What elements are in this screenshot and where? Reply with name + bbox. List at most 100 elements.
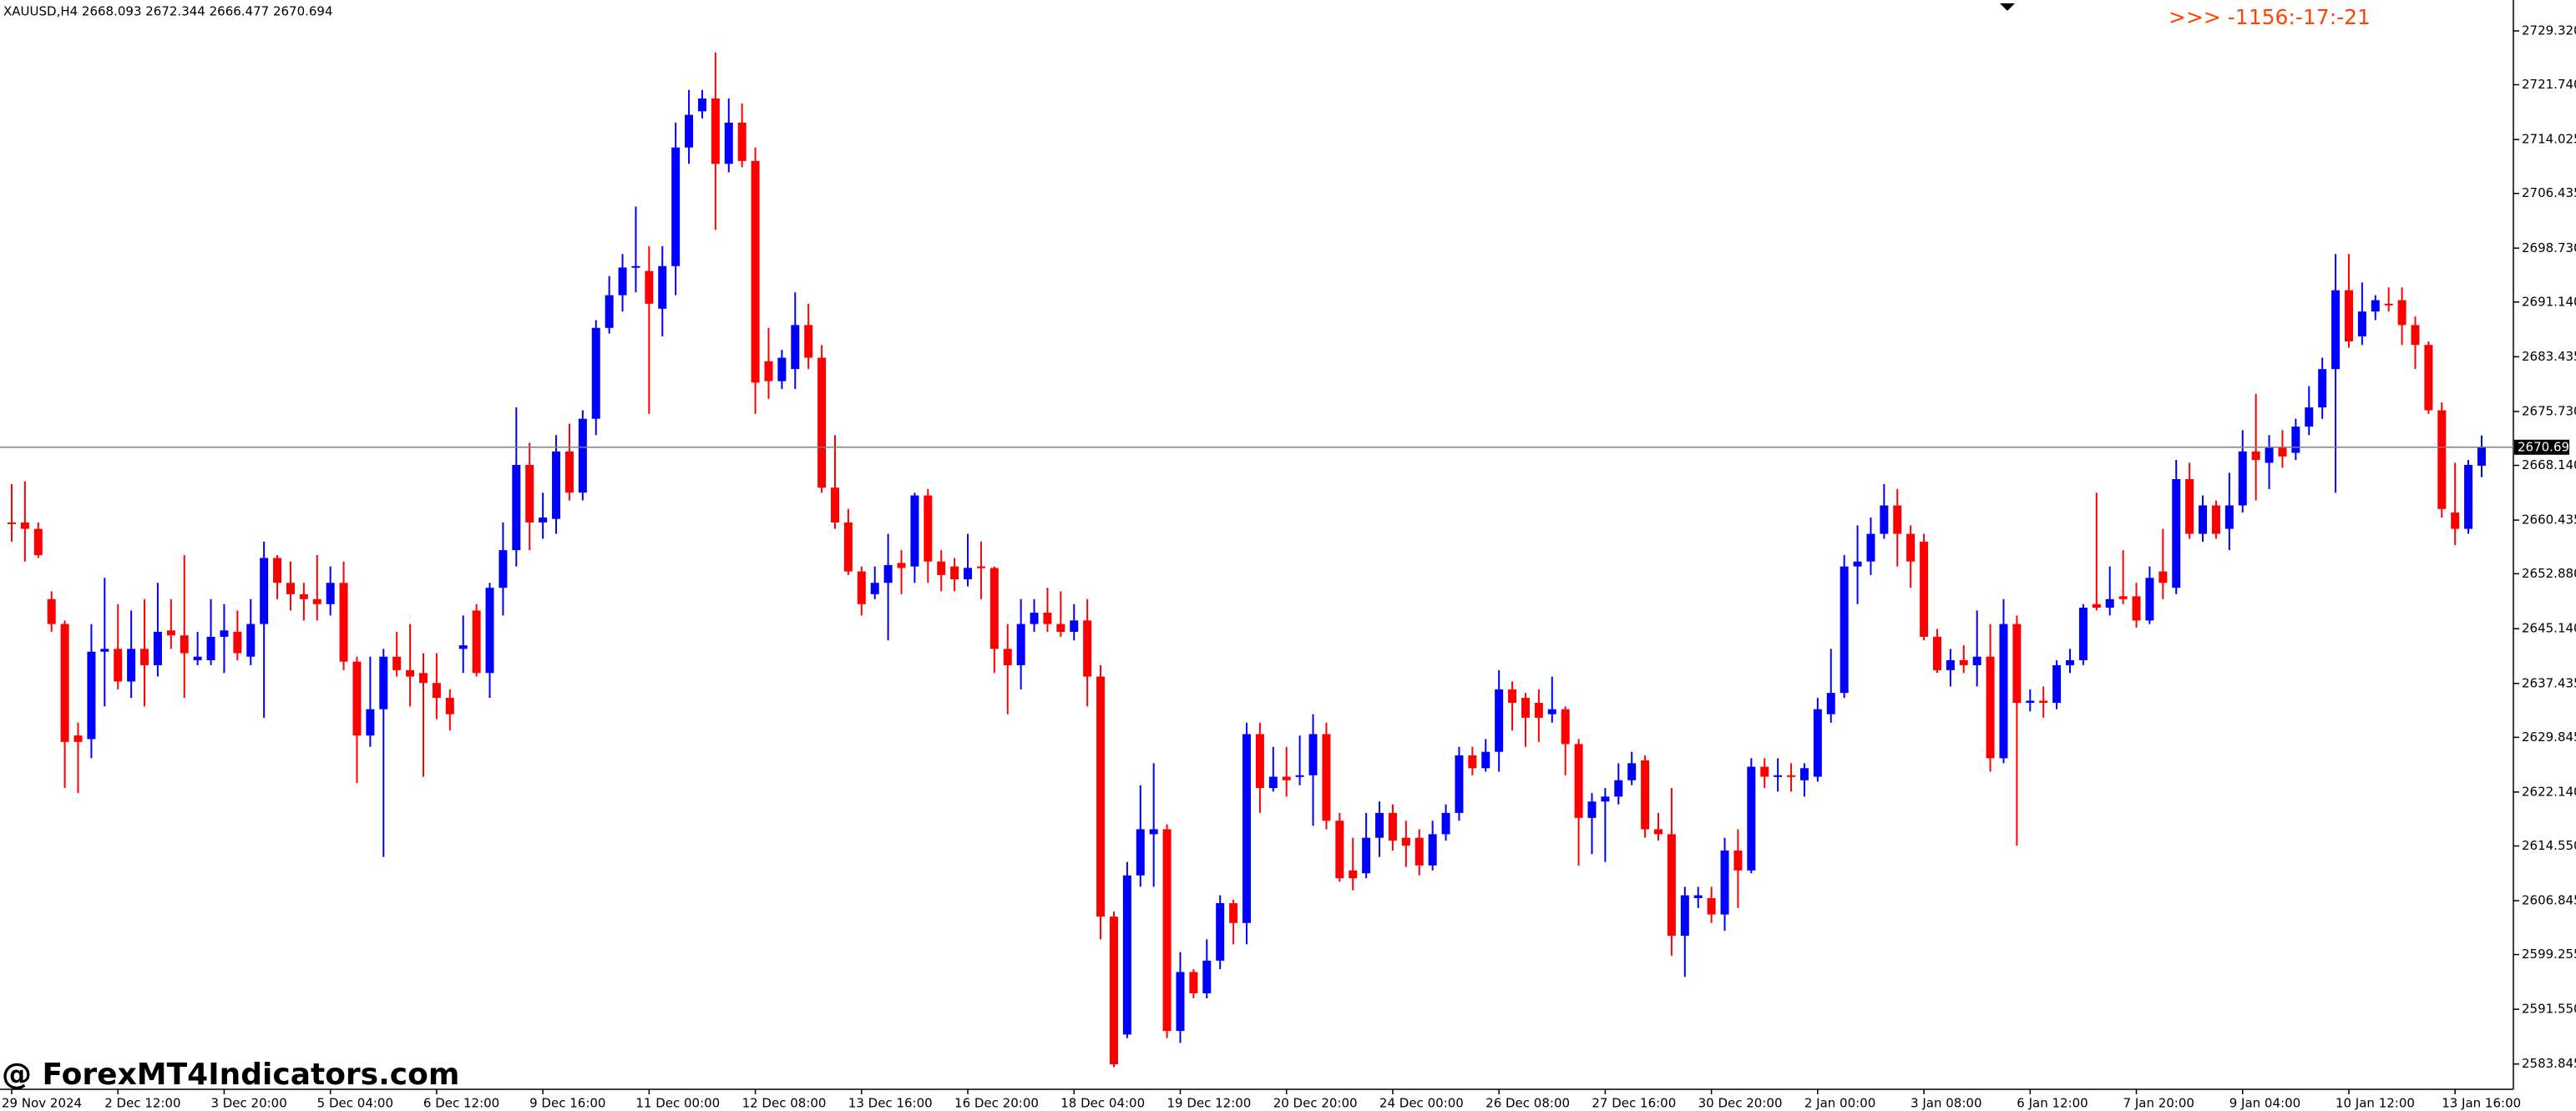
candle-body	[937, 561, 946, 575]
candle-body	[246, 624, 256, 657]
candle-body	[1534, 703, 1543, 718]
candle-body	[1920, 541, 1929, 637]
candle-body	[193, 656, 202, 660]
y-tick-label: 2622.140	[2522, 784, 2576, 799]
candle-body	[1096, 676, 1106, 917]
x-tick-label: 9 Dec 16:00	[529, 1096, 605, 1111]
y-tick-label: 2583.845	[2522, 1056, 2576, 1071]
candle-body	[1255, 734, 1264, 789]
candle-body	[432, 683, 441, 699]
x-tick-label: 20 Dec 20:00	[1273, 1096, 1358, 1111]
candle-body	[2238, 451, 2247, 506]
chart-shift-marker	[2000, 3, 2015, 11]
candle-body	[883, 564, 893, 583]
x-tick-label: 13 Dec 16:00	[848, 1096, 933, 1111]
candle-body	[472, 610, 481, 674]
candle-body	[1693, 895, 1703, 898]
candle-body	[1335, 821, 1344, 879]
candle-body	[1441, 812, 1450, 835]
candle-body	[366, 709, 375, 736]
candle-body	[352, 661, 362, 736]
candle-body	[2424, 345, 2433, 411]
candle-body	[1070, 620, 1079, 632]
candle-body	[2092, 603, 2101, 609]
candle-body	[631, 265, 640, 268]
candle-body	[1162, 829, 1172, 1032]
candle-body	[1946, 659, 1955, 670]
candle-body	[697, 98, 706, 112]
candle-body	[220, 630, 229, 637]
x-tick-label: 29 Nov 2024	[2, 1096, 82, 1111]
candle-body	[605, 295, 614, 328]
candle-body	[2026, 700, 2035, 704]
candle-body	[1720, 850, 1729, 915]
candle-body	[1601, 796, 1610, 802]
candle-body	[578, 418, 587, 493]
candle-body	[791, 325, 800, 370]
y-tick-label: 2606.845	[2522, 893, 2576, 908]
candle-body	[1508, 689, 1517, 704]
x-tick-label: 3 Dec 20:00	[210, 1096, 286, 1111]
candle-body	[485, 588, 494, 674]
x-tick-label: 7 Jan 20:00	[2123, 1096, 2194, 1111]
candle-body	[1362, 837, 1371, 874]
y-tick-label: 2614.550	[2522, 838, 2576, 853]
candle-body	[419, 673, 428, 684]
candle-body	[1375, 812, 1384, 838]
candle-body	[1043, 612, 1052, 624]
candle-body	[1521, 698, 1530, 718]
candle-body	[1388, 812, 1397, 841]
candle-body	[804, 325, 813, 358]
candle-body	[1999, 624, 2008, 759]
candle-body	[1627, 763, 1637, 780]
candle-body	[1189, 972, 1198, 993]
candle-body	[233, 631, 242, 654]
candle-body	[299, 593, 308, 599]
candle-body	[33, 528, 43, 556]
candle-body	[2066, 659, 2074, 665]
y-tick-label: 2645.140	[2522, 621, 2576, 636]
candle-body	[100, 649, 109, 652]
candle-body	[2344, 290, 2353, 341]
candle-body	[2132, 596, 2141, 621]
x-tick-label: 6 Dec 12:00	[423, 1096, 499, 1111]
candle-body	[1959, 659, 1968, 665]
x-tick-label: 24 Dec 00:00	[1379, 1096, 1464, 1111]
candle-body	[1760, 766, 1769, 777]
candle-body	[1880, 505, 1889, 534]
candle-body	[2105, 598, 2114, 609]
x-tick-label: 16 Dec 20:00	[954, 1096, 1039, 1111]
candle-body	[1109, 917, 1118, 1065]
candle-body	[1561, 709, 1570, 745]
candle-body	[2305, 407, 2314, 427]
candle-body	[1495, 689, 1504, 752]
candle-body	[910, 495, 919, 567]
x-tick-label: 2 Dec 12:00	[104, 1096, 180, 1111]
candle-body	[1667, 834, 1676, 937]
candle-body	[458, 645, 468, 649]
current-price-box	[2514, 439, 2569, 455]
y-tick-label: 2660.435	[2522, 513, 2576, 528]
candle-body	[1707, 897, 1716, 915]
y-tick-label: 2721.740	[2522, 77, 2576, 92]
candle-body	[671, 147, 681, 266]
candle-body	[2211, 505, 2220, 534]
candle-body	[1614, 780, 1623, 797]
candle-body	[1853, 561, 1862, 567]
candle-body	[206, 636, 215, 660]
x-tick-label: 27 Dec 16:00	[1592, 1096, 1676, 1111]
candle-body	[2397, 300, 2406, 326]
candle-body	[1268, 776, 1278, 789]
x-tick-label: 5 Dec 04:00	[317, 1096, 393, 1111]
candle-body	[2357, 311, 2366, 337]
candle-body	[870, 583, 879, 594]
x-tick-label: 26 Dec 08:00	[1485, 1096, 1570, 1111]
watermark: @ ForexMT4Indicators.com	[2, 1058, 459, 1092]
candle-body	[1216, 902, 1225, 961]
candle-body	[153, 631, 162, 665]
candle-body	[2078, 608, 2088, 660]
candle-body	[897, 563, 906, 568]
candle-body	[2199, 505, 2208, 534]
candle-body	[1774, 775, 1783, 777]
candle-body	[1866, 533, 1875, 562]
